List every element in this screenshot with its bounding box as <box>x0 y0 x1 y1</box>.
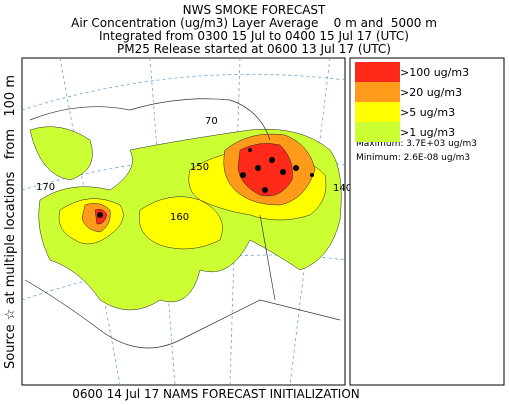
legend-swatch <box>355 102 400 122</box>
legend-swatch <box>355 62 400 82</box>
subtitle: PM25 Release started at 0600 13 Jul 17 (… <box>117 42 391 56</box>
coastline <box>24 98 341 349</box>
legend: Maximum: 3.7E+03 ug/m3 Minimum: 2.6E-08 … <box>349 57 505 386</box>
subtitle: Integrated from 0300 15 Jul to 0400 15 J… <box>99 29 409 43</box>
legend-label: >1 ug/m3 <box>400 126 455 139</box>
legend-swatch <box>355 122 400 142</box>
footer: 0600 14 Jul 17 NAMS FORECAST INITIALIZAT… <box>72 387 360 401</box>
title: NWS SMOKE FORECAST <box>183 3 326 17</box>
subtitle: Air Concentration (ug/m3) Layer Average … <box>71 16 437 30</box>
smoke-area <box>237 143 293 197</box>
legend-label: >100 ug/m3 <box>400 66 469 79</box>
side-label: Source ☆ at multiple locations from 100 … <box>3 75 18 369</box>
map: 170 160 70 150 140 <box>21 57 352 386</box>
map-label: 140 <box>333 183 352 194</box>
map-label: 70 <box>205 116 218 127</box>
map-label: 160 <box>170 212 189 223</box>
legend-swatch <box>355 82 400 102</box>
fire-markers <box>97 148 314 218</box>
smoke-area <box>29 126 93 181</box>
legend-label: >5 ug/m3 <box>400 106 455 119</box>
legend-minimum: Minimum: 2.6E-08 ug/m3 <box>356 153 470 163</box>
map-label: 150 <box>190 162 209 173</box>
legend-label: >20 ug/m3 <box>400 86 462 99</box>
legend-maximum: Maximum: 3.7E+03 ug/m3 <box>356 139 477 149</box>
smoke-area <box>138 196 223 250</box>
map-label: 170 <box>36 182 55 193</box>
